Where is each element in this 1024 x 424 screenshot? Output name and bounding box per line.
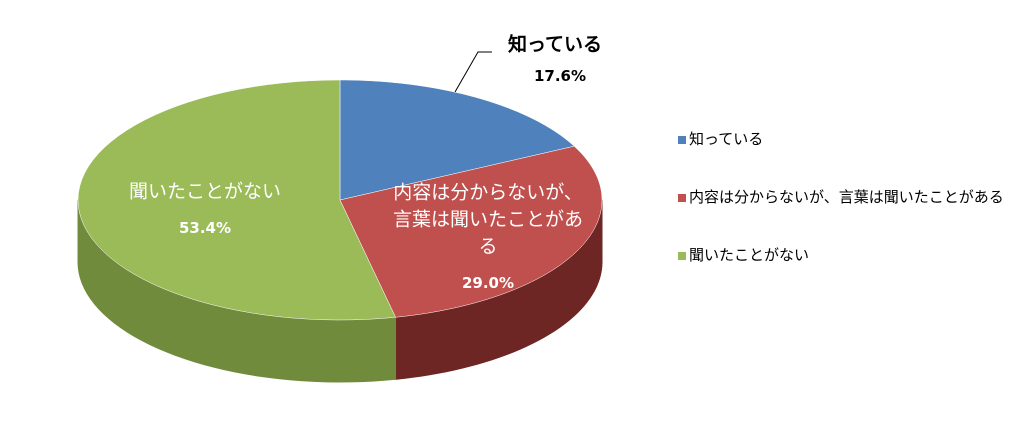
data-label-value: 29.0% [461,274,515,292]
data-label-value: 17.6% [533,67,587,85]
data-label-value: 53.4% [178,219,232,237]
legend-label: 知っている [689,130,764,148]
data-label-name: 知っている [507,33,603,56]
legend-label: 内容は分からないが、言葉は聞いたことがある [689,188,1004,206]
pie-slice [339,145,603,318]
data-label-name: 聞いたことがない [128,180,282,203]
leader-line [454,51,492,93]
legend-swatch [678,194,686,202]
legend-label: 聞いたことがない [689,246,810,264]
data-label-name: 内容は分からないが、言葉は聞いたことがある [392,181,583,258]
legend-swatch [678,252,686,260]
pie-slice [77,79,396,321]
legend-swatch [678,136,686,144]
pie-slice [339,79,575,201]
